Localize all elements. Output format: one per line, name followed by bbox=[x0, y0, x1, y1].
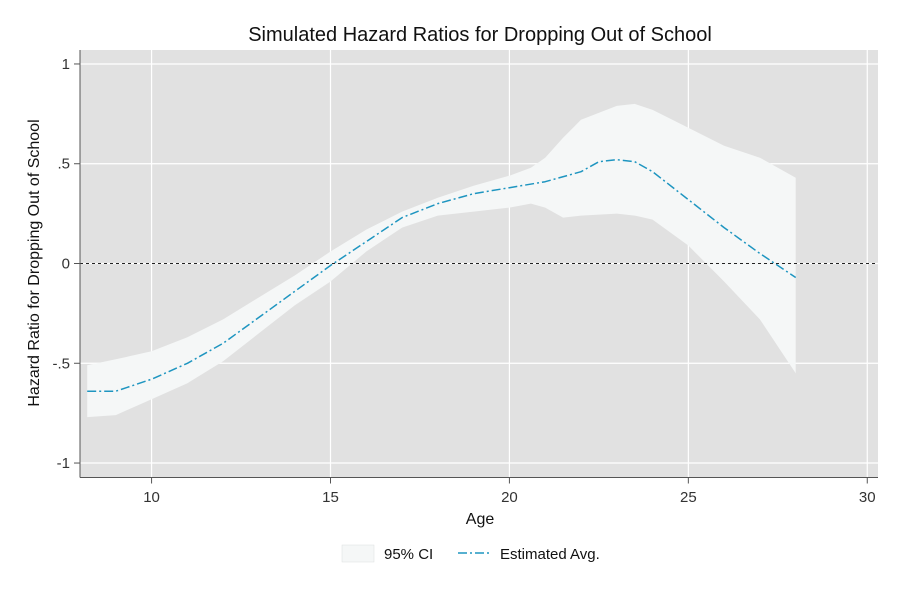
x-tick-label: 10 bbox=[143, 489, 160, 506]
legend-swatch-ci bbox=[341, 544, 375, 563]
y-tick-label: 0 bbox=[62, 256, 70, 273]
y-axis-label: Hazard Ratio for Dropping Out of School bbox=[26, 119, 43, 406]
y-tick-label: -.5 bbox=[52, 355, 70, 372]
chart-title: Simulated Hazard Ratios for Dropping Out… bbox=[248, 24, 712, 46]
axes: -1 -.5 0 .5 1 10 15 20 25 30 bbox=[52, 50, 878, 506]
x-tick-label: 15 bbox=[322, 489, 339, 506]
y-tick-label: 1 bbox=[62, 56, 70, 73]
x-tick-label: 20 bbox=[501, 489, 518, 506]
estimate-line-layer bbox=[87, 158, 797, 392]
legend-label-ci: 95% CI bbox=[384, 546, 433, 563]
legend: 95% CI Estimated Avg. bbox=[341, 544, 600, 563]
ci-band bbox=[87, 103, 796, 418]
y-tick-label: .5 bbox=[57, 156, 70, 173]
estimate-line bbox=[87, 158, 797, 392]
ci-band-layer bbox=[87, 103, 796, 418]
x-axis-label: Age bbox=[466, 511, 495, 528]
y-tick-label: -1 bbox=[57, 455, 70, 472]
x-tick-label: 25 bbox=[680, 489, 697, 506]
x-tick-label: 30 bbox=[859, 489, 876, 506]
legend-label-line: Estimated Avg. bbox=[500, 546, 600, 563]
